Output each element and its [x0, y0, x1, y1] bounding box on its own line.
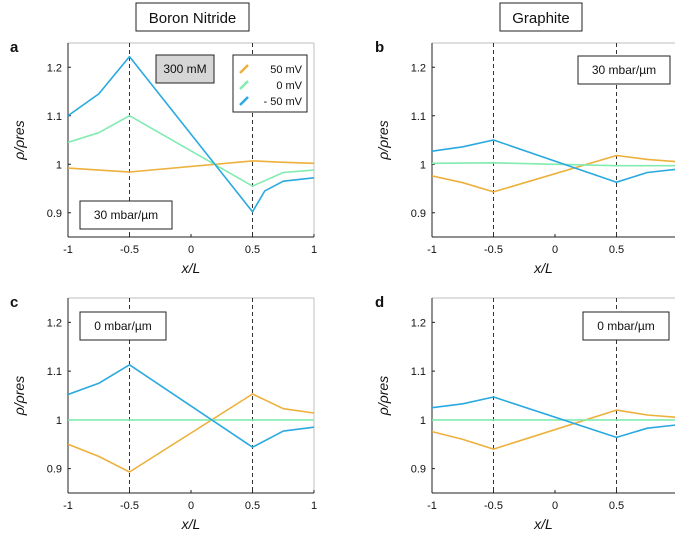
y-tick-label: 1 [56, 159, 62, 171]
plot-area-a [68, 55, 314, 213]
x-tick-label: -0.5 [120, 500, 139, 512]
x-axis-label: x/L [533, 260, 553, 276]
x-tick-label: 0.5 [245, 244, 260, 256]
x-tick-label: -0.5 [120, 244, 139, 256]
y-axis-label: ρ/ρres [11, 120, 27, 160]
annotation-label: 0 mbar/µm [597, 319, 655, 333]
y-tick-label: 1.2 [47, 62, 62, 74]
y-tick-label: 1 [420, 415, 426, 427]
x-tick-label: -1 [427, 500, 437, 512]
panel-d: -1 -0.5 0 0.5 0.9 1 1.1 1.2 x/L ρ/ρres d 0 mbar/µm [375, 294, 675, 532]
y-tick-label: 1.2 [47, 317, 62, 329]
x-tick-label: -0.5 [484, 500, 503, 512]
panels: -1 -0.5 0 0.5 1 0.9 1 1.1 1.2 x/L ρ/ρres a 300 mM 30 … [10, 39, 675, 532]
y-tick-label: 0.9 [47, 208, 62, 220]
series-line-50-mv [432, 409, 675, 450]
annotation-label: 30 mbar/µm [592, 63, 656, 77]
x-tick-label: -0.5 [484, 244, 503, 256]
panel-c: -1 -0.5 0 0.5 1 0.9 1 1.1 1.2 x/L ρ/ρres c 0 mbar/µm [10, 294, 317, 532]
panel-b: -1 -0.5 0 0.5 0.9 1 1.1 1.2 x/L ρ/ρres b 30 mbar/µm [375, 39, 675, 276]
annotation-box [582, 311, 670, 341]
legend-label: 50 mV [270, 64, 302, 76]
y-tick-label: 1.1 [411, 366, 426, 378]
x-tick-label: -1 [427, 244, 437, 256]
x-axis-label: x/L [533, 516, 553, 532]
series-line-0-mv [432, 162, 675, 167]
panel-letter: a [10, 39, 19, 56]
legend-label: 0 mV [276, 80, 302, 92]
series-line-0-mv [68, 114, 314, 187]
column-title-box-bn [135, 2, 250, 32]
plot-area-d [432, 396, 675, 450]
annotation-box [79, 200, 173, 230]
legend-swatch [239, 96, 249, 106]
series-line-50-mv [68, 363, 314, 449]
plot-area-b [432, 139, 675, 193]
x-tick-label: 0 [188, 244, 194, 256]
legend-swatch [239, 80, 249, 90]
x-axis-label: x/L [181, 516, 201, 532]
series-line-50-mv [68, 55, 314, 213]
y-tick-label: 1 [56, 415, 62, 427]
annotation-label: 300 mM [163, 62, 206, 76]
annotation-label: 0 mbar/µm [94, 319, 152, 333]
panel-letter: d [375, 294, 384, 311]
annotation-box [155, 54, 215, 84]
plot-area-c [68, 363, 314, 473]
x-tick-label: -1 [63, 500, 73, 512]
series-line-50-mv [432, 396, 675, 439]
x-tick-label: 1 [311, 500, 317, 512]
y-axis-label: ρ/ρres [375, 120, 391, 160]
x-tick-label: 0.5 [245, 500, 260, 512]
y-tick-label: 1.1 [47, 366, 62, 378]
x-tick-label: 0.5 [609, 244, 624, 256]
x-tick-label: 0.5 [609, 500, 624, 512]
legend-label: - 50 mV [263, 96, 302, 108]
column-title-graphite: Graphite [512, 10, 570, 27]
y-tick-label: 1.1 [411, 111, 426, 123]
x-tick-label: 1 [311, 244, 317, 256]
x-tick-label: -1 [63, 244, 73, 256]
series-line-50-mv [68, 393, 314, 473]
x-tick-label: 0 [552, 500, 558, 512]
series-line-50-mv [68, 160, 314, 173]
annotation-label: 30 mbar/µm [94, 208, 158, 222]
y-tick-label: 1.2 [411, 317, 426, 329]
x-tick-label: 0 [188, 500, 194, 512]
x-tick-label: 0 [552, 244, 558, 256]
y-tick-label: 1 [420, 159, 426, 171]
annotation-box [577, 55, 671, 85]
panel-a: -1 -0.5 0 0.5 1 0.9 1 1.1 1.2 x/L ρ/ρres a 300 mM 30 … [10, 39, 317, 276]
legend-swatch [239, 64, 249, 74]
y-tick-label: 1.2 [411, 62, 426, 74]
column-title-box-graphite [499, 2, 583, 32]
y-tick-label: 0.9 [411, 208, 426, 220]
y-axis-label: ρ/ρres [375, 376, 391, 416]
panel-letter: c [10, 294, 18, 311]
x-axis-label: x/L [181, 260, 201, 276]
y-axis-label: ρ/ρres [11, 376, 27, 416]
y-tick-label: 1.1 [47, 111, 62, 123]
annotation-box [79, 311, 167, 341]
column-title-boron-nitride: Boron Nitride [149, 10, 237, 27]
legend: 50 mV 0 mV - 50 mV [232, 54, 308, 113]
series-line-50-mv [432, 154, 675, 193]
panel-letter: b [375, 39, 384, 56]
series-line-50-mv [432, 139, 675, 183]
y-tick-label: 0.9 [411, 464, 426, 476]
y-tick-label: 0.9 [47, 464, 62, 476]
